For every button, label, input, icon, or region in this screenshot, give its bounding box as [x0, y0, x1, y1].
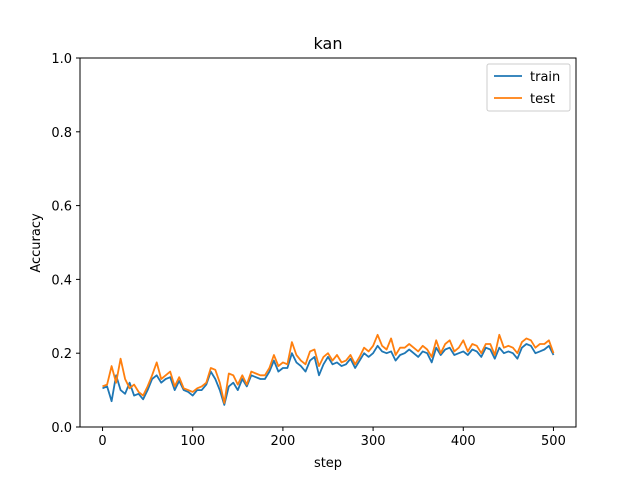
series-line-train — [102, 343, 555, 406]
y-tick-label: 1.0 — [51, 52, 72, 67]
plot-area: 0 100 200 300 400 500 0.0 0.2 0.4 0.6 0.8 1.0 — [51, 52, 577, 449]
y-axis-label: Accuracy — [29, 213, 44, 273]
legend-label-test: test — [530, 92, 555, 107]
x-tick-label: 0 — [98, 434, 106, 449]
legend-label-train: train — [530, 70, 560, 85]
x-tick-label: 400 — [451, 434, 476, 449]
legend: train test — [486, 63, 571, 112]
x-tick-label: 300 — [361, 434, 386, 449]
y-tick-label: 0.8 — [51, 126, 72, 141]
y-tick-label: 0.2 — [51, 347, 72, 362]
axes-frame — [79, 57, 577, 428]
y-tick-label: 0.4 — [51, 273, 72, 288]
series-line-test — [102, 333, 555, 404]
x-tick-label: 500 — [541, 434, 566, 449]
x-axis-label: step — [314, 456, 342, 471]
y-tick-label: 0.6 — [51, 200, 72, 215]
x-tick-label: 100 — [180, 434, 205, 449]
y-tick-label: 0.0 — [51, 421, 72, 436]
chart-title: kan — [314, 34, 343, 53]
x-tick-label: 200 — [270, 434, 295, 449]
